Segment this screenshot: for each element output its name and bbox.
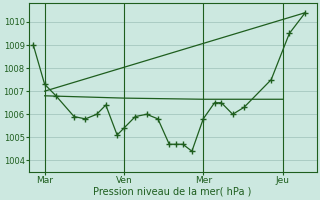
X-axis label: Pression niveau de la mer( hPa ): Pression niveau de la mer( hPa ): [93, 187, 252, 197]
